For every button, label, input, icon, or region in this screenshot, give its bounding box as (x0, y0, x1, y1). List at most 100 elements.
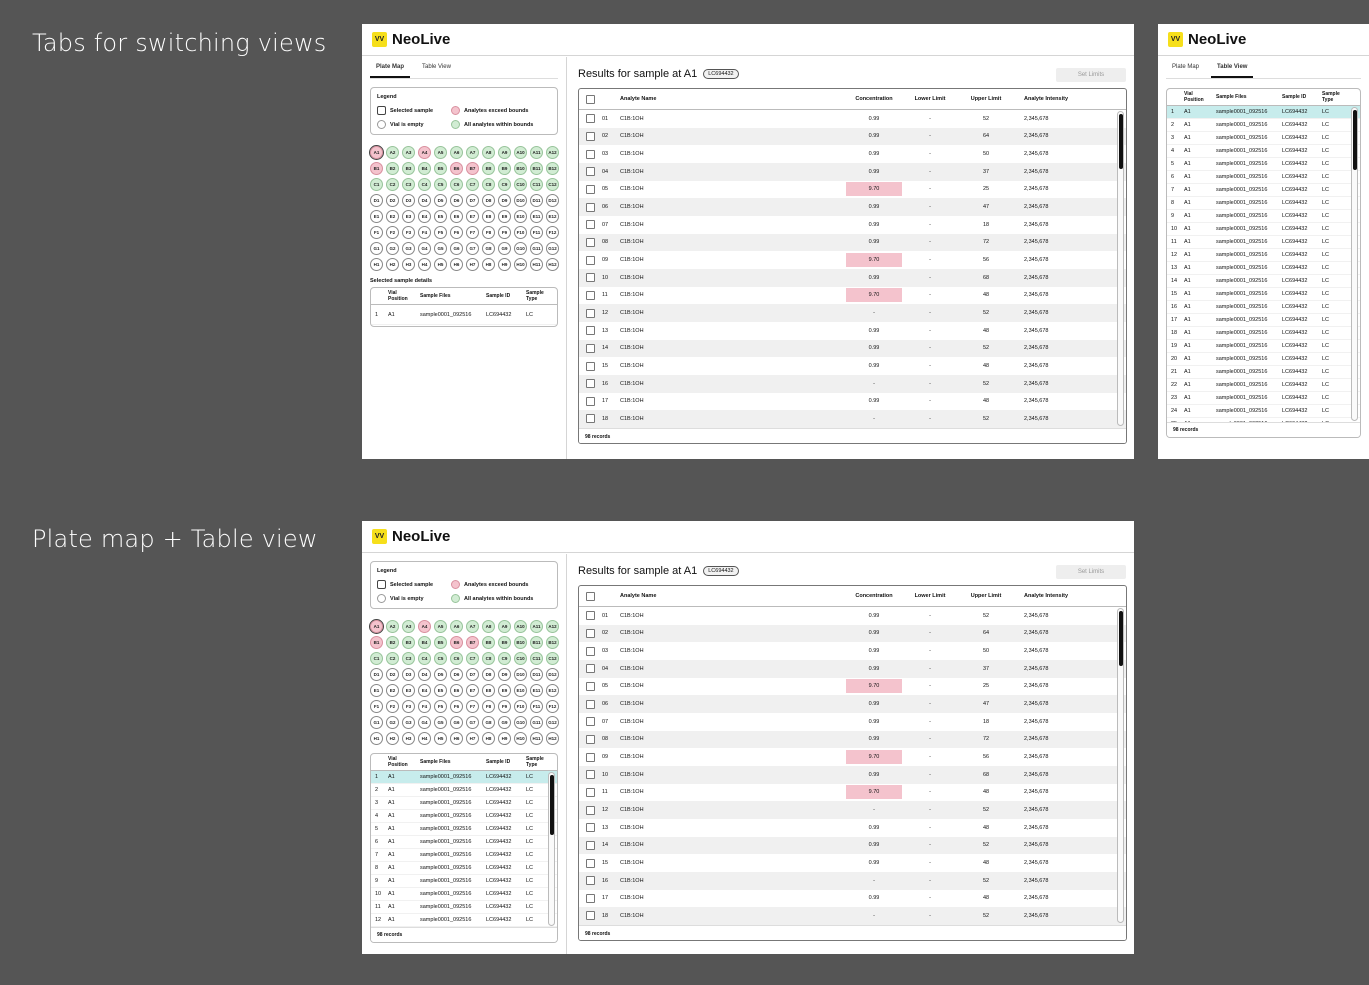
well-g7[interactable]: G7 (466, 241, 479, 255)
well-d10[interactable]: D10 (514, 193, 527, 207)
well-f5[interactable]: F5 (434, 225, 447, 239)
well-b9[interactable]: B9 (498, 635, 511, 649)
row-checkbox[interactable] (586, 734, 595, 744)
row-checkbox[interactable] (586, 184, 595, 194)
table-row[interactable]: 17 C1B:1OH 0.99 - 48 2,345,678 (579, 890, 1126, 908)
table-row[interactable]: 13 C1B:1OH 0.99 - 48 2,345,678 (579, 819, 1126, 837)
well-b5[interactable]: B5 (434, 161, 447, 175)
table-row[interactable]: 12 A1 sample0001_092516 LC694432 LC (1167, 249, 1360, 262)
well-c10[interactable]: C10 (514, 651, 527, 665)
well-a12[interactable]: A12 (546, 145, 559, 159)
well-e10[interactable]: E10 (514, 209, 527, 223)
table-row[interactable]: 3 A1 sample0001_092516 LC694432 LC (371, 797, 557, 810)
table-row[interactable]: 21 A1 sample0001_092516 LC694432 LC (1167, 366, 1360, 379)
table-row[interactable]: 03 C1B:1OH 0.99 - 50 2,345,678 (579, 145, 1126, 163)
row-checkbox[interactable] (586, 681, 595, 691)
well-e12[interactable]: E12 (546, 683, 559, 697)
well-h11[interactable]: H11 (530, 731, 543, 745)
well-f11[interactable]: F11 (530, 225, 543, 239)
well-h2[interactable]: H2 (386, 257, 399, 271)
well-g11[interactable]: G11 (530, 241, 543, 255)
table-row[interactable]: 9 A1 sample0001_092516 LC694432 LC (371, 875, 557, 888)
well-c8[interactable]: C8 (482, 651, 495, 665)
well-a5[interactable]: A5 (434, 145, 447, 159)
table-row[interactable]: 14 C1B:1OH 0.99 - 52 2,345,678 (579, 339, 1126, 358)
tab-plate-map[interactable]: Plate Map (370, 57, 411, 78)
well-f4[interactable]: F4 (418, 699, 431, 713)
well-h5[interactable]: H5 (434, 731, 447, 745)
results-scrollbar[interactable] (1117, 608, 1124, 923)
well-f9[interactable]: F9 (498, 225, 511, 239)
well-g2[interactable]: G2 (386, 241, 399, 255)
well-g3[interactable]: G3 (402, 715, 415, 729)
well-d6[interactable]: D6 (450, 193, 463, 207)
row-checkbox[interactable] (586, 752, 595, 762)
well-a6[interactable]: A6 (450, 145, 463, 159)
table-row[interactable]: 11 C1B:1OH 9.70 - 48 2,345,678 (579, 784, 1126, 802)
well-d2[interactable]: D2 (386, 667, 399, 681)
well-a3[interactable]: A3 (402, 619, 415, 633)
table-row[interactable]: 6 A1 sample0001_092516 LC694432 LC (371, 836, 557, 849)
row-checkbox[interactable] (586, 379, 595, 389)
well-h2[interactable]: H2 (386, 731, 399, 745)
table-row[interactable]: 15 A1 sample0001_092516 LC694432 LC (1167, 288, 1360, 301)
well-b6[interactable]: B6 (450, 635, 463, 649)
well-e5[interactable]: E5 (434, 683, 447, 697)
well-g3[interactable]: G3 (402, 241, 415, 255)
well-h9[interactable]: H9 (498, 731, 511, 745)
well-b5[interactable]: B5 (434, 635, 447, 649)
table-row[interactable]: 04 C1B:1OH 0.99 - 37 2,345,678 (579, 162, 1126, 181)
table-row[interactable]: 08 C1B:1OH 0.99 - 72 2,345,678 (579, 730, 1126, 749)
well-d4[interactable]: D4 (418, 667, 431, 681)
table-row[interactable]: 01 C1B:1OH 0.99 - 52 2,345,678 (579, 110, 1126, 128)
table-row[interactable]: 02 C1B:1OH 0.99 - 64 2,345,678 (579, 624, 1126, 643)
well-h3[interactable]: H3 (402, 731, 415, 745)
well-c5[interactable]: C5 (434, 177, 447, 191)
table-row[interactable]: 04 C1B:1OH 0.99 - 37 2,345,678 (579, 659, 1126, 678)
table-row[interactable]: 20 A1 sample0001_092516 LC694432 LC (1167, 353, 1360, 366)
well-e8[interactable]: E8 (482, 683, 495, 697)
well-c9[interactable]: C9 (498, 651, 511, 665)
well-a2[interactable]: A2 (386, 619, 399, 633)
table-row[interactable]: 9 A1 sample0001_092516 LC694432 LC (1167, 210, 1360, 223)
row-checkbox[interactable] (586, 717, 595, 727)
tab-table-view[interactable]: Table View (1211, 57, 1254, 78)
well-h5[interactable]: H5 (434, 257, 447, 271)
well-a8[interactable]: A8 (482, 619, 495, 633)
well-g6[interactable]: G6 (450, 715, 463, 729)
well-f7[interactable]: F7 (466, 225, 479, 239)
table-row[interactable]: 13 A1 sample0001_092516 LC694432 LC (1167, 262, 1360, 275)
well-d5[interactable]: D5 (434, 667, 447, 681)
well-c6[interactable]: C6 (450, 177, 463, 191)
well-a10[interactable]: A10 (514, 145, 527, 159)
row-checkbox[interactable] (586, 911, 595, 921)
row-checkbox[interactable] (586, 361, 595, 371)
well-e7[interactable]: E7 (466, 209, 479, 223)
well-e11[interactable]: E11 (530, 209, 543, 223)
row-checkbox[interactable] (586, 770, 595, 780)
table-row[interactable]: 15 C1B:1OH 0.99 - 48 2,345,678 (579, 357, 1126, 375)
table-row[interactable]: 2 A1 sample0001_092516 LC694432 LC (371, 784, 557, 797)
well-b7[interactable]: B7 (466, 635, 479, 649)
well-d8[interactable]: D8 (482, 193, 495, 207)
well-f6[interactable]: F6 (450, 699, 463, 713)
well-g2[interactable]: G2 (386, 715, 399, 729)
table-row[interactable]: 16 C1B:1OH - - 52 2,345,678 (579, 374, 1126, 393)
well-g4[interactable]: G4 (418, 715, 431, 729)
well-b12[interactable]: B12 (546, 635, 559, 649)
well-h12[interactable]: H12 (546, 257, 559, 271)
well-h1[interactable]: H1 (370, 731, 383, 745)
well-h6[interactable]: H6 (450, 257, 463, 271)
table-row[interactable]: 7 A1 sample0001_092516 LC694432 LC (371, 849, 557, 862)
well-c1[interactable]: C1 (370, 177, 383, 191)
well-h8[interactable]: H8 (482, 257, 495, 271)
table-row[interactable]: 12 A1 sample0001_092516 LC694432 LC (371, 914, 557, 927)
row-checkbox[interactable] (586, 237, 595, 247)
row-checkbox[interactable] (586, 167, 595, 177)
well-g7[interactable]: G7 (466, 715, 479, 729)
row-checkbox[interactable] (586, 628, 595, 638)
well-c8[interactable]: C8 (482, 177, 495, 191)
well-f6[interactable]: F6 (450, 225, 463, 239)
well-d5[interactable]: D5 (434, 193, 447, 207)
well-f12[interactable]: F12 (546, 699, 559, 713)
